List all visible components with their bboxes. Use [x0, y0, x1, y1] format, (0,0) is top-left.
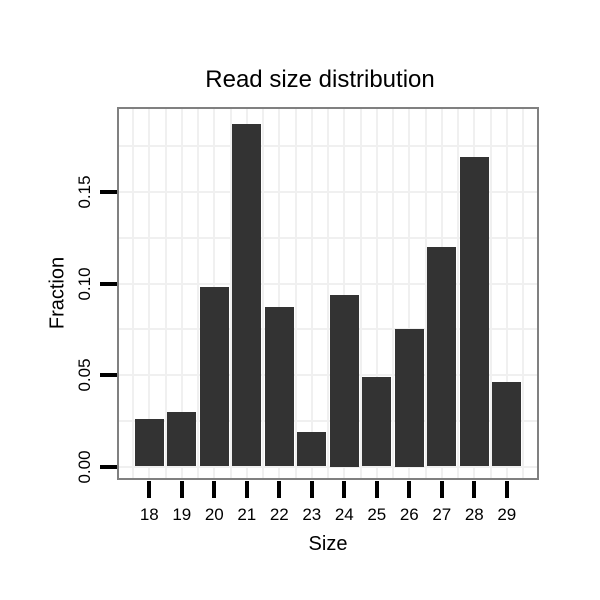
y-tick-label: 0.00	[75, 449, 94, 484]
x-tick	[309, 481, 314, 498]
bar-25	[362, 376, 392, 467]
gridline-vertical	[132, 109, 135, 478]
y-tick	[100, 373, 117, 377]
x-tick	[472, 481, 477, 498]
x-tick	[407, 481, 412, 498]
gridline-vertical	[457, 109, 460, 478]
gridline-vertical	[197, 109, 199, 478]
y-tick	[100, 464, 117, 469]
bar-20	[199, 287, 229, 467]
x-tick-label: 22	[269, 505, 289, 524]
y-tick-label: 0.10	[75, 266, 94, 301]
y-axis-title: Fraction	[46, 256, 69, 330]
y-tick-label: 0.15	[75, 175, 94, 209]
gridline-vertical	[408, 109, 411, 478]
x-tick-label: 18	[139, 505, 159, 524]
y-tick	[100, 190, 117, 194]
gridline-vertical	[424, 109, 427, 478]
gridline-vertical	[522, 109, 525, 478]
x-tick-label: 19	[172, 505, 192, 524]
x-tick	[212, 481, 217, 498]
bar-19	[167, 411, 197, 467]
bar-27	[427, 246, 457, 467]
x-tick	[179, 481, 184, 498]
gridline-vertical	[505, 109, 508, 478]
gridline-vertical	[148, 109, 151, 478]
x-tick-label: 26	[399, 505, 419, 524]
gridline-vertical	[164, 109, 167, 478]
x-tick-label: 28	[464, 505, 484, 524]
bar-24	[329, 294, 359, 467]
x-tick-label: 24	[334, 505, 354, 524]
x-tick	[147, 481, 152, 498]
x-tick-label: 23	[302, 505, 322, 524]
chart-title: Read size distribution	[205, 66, 435, 93]
gridline-vertical	[180, 109, 183, 478]
bar-18	[134, 418, 164, 467]
bar-26	[394, 329, 424, 467]
x-tick	[342, 481, 347, 498]
x-tick	[439, 481, 444, 498]
bar-28	[459, 157, 489, 467]
gridline-vertical	[489, 109, 492, 478]
y-tick-label: 0.05	[75, 358, 94, 392]
gridline-vertical	[327, 109, 330, 478]
gridline-vertical	[375, 109, 378, 478]
gridline-vertical	[278, 109, 281, 478]
x-tick-label: 21	[237, 505, 257, 524]
x-tick-label: 29	[497, 505, 517, 524]
gridline-vertical	[343, 109, 346, 478]
x-tick	[504, 481, 509, 498]
x-tick-label: 20	[204, 505, 224, 524]
gridline-vertical	[310, 109, 313, 478]
x-axis-title: Size	[308, 533, 348, 555]
x-tick-label: 27	[432, 505, 452, 524]
gridline-vertical	[294, 109, 297, 478]
plot-panel	[117, 107, 539, 480]
x-tick	[374, 481, 379, 498]
gridline-vertical	[262, 109, 265, 478]
bar-22	[264, 307, 294, 467]
bar-21	[232, 124, 262, 467]
bar-23	[297, 431, 327, 467]
gridline-vertical	[229, 109, 232, 478]
x-tick	[277, 481, 282, 498]
x-tick-label: 25	[367, 505, 387, 524]
bar-29	[492, 382, 522, 467]
x-tick	[244, 481, 249, 498]
gridline-vertical	[359, 109, 362, 478]
gridline-vertical	[392, 109, 395, 478]
y-tick	[100, 281, 117, 286]
